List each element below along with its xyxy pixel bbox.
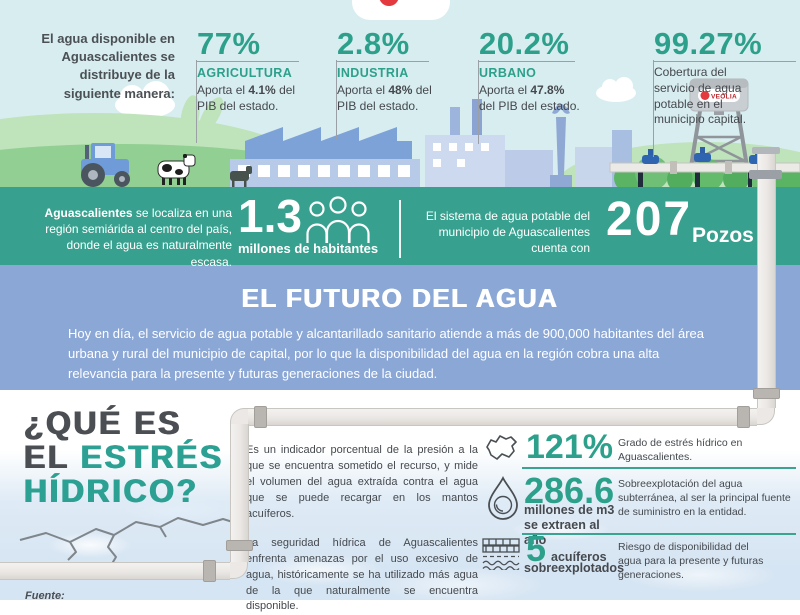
stat-rule — [337, 61, 429, 62]
wells-count-value: 207 — [606, 193, 693, 246]
people-group-icon — [306, 196, 370, 243]
veolia-logo-dot — [700, 91, 710, 100]
valve-icon — [694, 147, 711, 162]
population-value: 1.3 — [238, 190, 302, 242]
stat-agriculture-label: AGRICULTURA — [197, 66, 293, 80]
future-band — [0, 265, 800, 390]
well-pipe-vertical — [757, 150, 776, 408]
aquifer-layers-icon — [482, 538, 520, 570]
location-band-text: Aguascalientes se localiza en una región… — [44, 206, 232, 269]
cow-icon — [157, 154, 196, 185]
stat-industry-value: 2.8% — [337, 26, 410, 61]
pipe-coupling — [226, 540, 253, 551]
aguascalientes-state-outline-icon — [486, 435, 517, 460]
cloud-icon — [115, 81, 175, 118]
future-title: EL FUTURO DEL AGUA — [241, 283, 559, 313]
pipe-coupling — [753, 388, 780, 399]
stat-connector-line — [336, 60, 337, 140]
pipe-vertical-left — [230, 424, 249, 562]
well-pipe-collar — [749, 170, 782, 179]
stress-paragraph-1: Es un indicador porcentual de la presión… — [246, 444, 478, 520]
header-intro-text: El agua disponible en Aguascalientes se … — [41, 31, 175, 101]
stat-rule — [654, 61, 796, 62]
population-label: millones de habitantes — [238, 241, 379, 256]
stat-coverage-desc: Cobertura del servicio de agua potable e… — [654, 65, 747, 127]
factory-building — [230, 127, 420, 187]
goat-silhouette-icon — [230, 166, 252, 187]
stat-agriculture-desc: Aporta el 4.1% del PIB del estado. — [197, 83, 296, 113]
stress-title-line3: HÍDRICO? — [24, 473, 199, 509]
stat-urban-label: URBANO — [479, 66, 537, 80]
extraction-desc: Sobreexplotación del agua subterránea, a… — [618, 478, 791, 519]
stress-title-line1: ¿QUÉ ES — [24, 405, 182, 441]
stat-coverage-value: 99.27% — [654, 26, 763, 61]
aquifer-count-value: 5 — [526, 528, 547, 569]
stat-coverage: 99.27% Cobertura del servicio de agua po… — [654, 27, 796, 128]
wells-count-unit: Pozos — [692, 224, 754, 247]
tractor-icon — [81, 143, 130, 187]
pipe-horizontal-lower — [0, 562, 230, 580]
pipe-elbow — [757, 408, 775, 425]
stat-industry-desc: Aporta el 48% del PIB del estado. — [337, 83, 432, 113]
valve-icon — [642, 149, 659, 164]
water-tower: VEOLIA — [686, 78, 752, 186]
stat-rule — [479, 61, 575, 62]
stat-urban-value: 20.2% — [479, 26, 570, 61]
stress-percent-value: 121% — [526, 428, 613, 466]
band-divider — [399, 200, 401, 258]
stress-paragraph-2: La seguridad hídrica de Aguascalientes e… — [246, 536, 478, 613]
pipe-horizontal-upper — [247, 408, 757, 426]
stat-industry-label: INDUSTRIA — [337, 66, 409, 80]
well-pipe-cap — [752, 147, 780, 154]
pipe-coupling — [737, 406, 750, 428]
veolia-badge — [352, 0, 450, 20]
stress-title-line2: EL ESTRÉS — [24, 439, 224, 475]
pipe-coupling — [203, 560, 216, 582]
stat-industry: 2.8% INDUSTRIA Aporta el 48% del PIB del… — [337, 26, 432, 115]
landscape-illustration: VEOLIA — [0, 77, 800, 190]
stat-connector-line — [653, 60, 654, 157]
stress-section-title: ¿QUÉ ES EL ESTRÉS HÍDRICO? — [24, 406, 224, 508]
veolia-logo-mark — [379, 0, 399, 6]
water-drop-icon — [488, 476, 518, 520]
extraction-sublabel: millones de m3 se extraen al año — [524, 503, 615, 547]
stat-rule — [197, 61, 299, 62]
stat-connector-line — [196, 60, 197, 143]
stat-connector-line — [478, 60, 479, 144]
stat-divider — [522, 533, 796, 535]
source-label: Fuente: — [25, 590, 65, 602]
monument-statue — [550, 104, 572, 187]
stat-divider — [522, 467, 796, 469]
stat-agriculture: 77% AGRICULTURA Aporta el 4.1% del PIB d… — [197, 27, 299, 115]
pipe-coupling — [254, 406, 267, 428]
stress-paragraphs: Es un indicador porcentual de la presión… — [246, 443, 478, 615]
stat-urban-desc: Aporta el 47.8% del PIB del estado. — [479, 83, 580, 113]
future-body-text: Hoy en día, el servicio de agua potable … — [68, 326, 704, 382]
aquifer-desc: Riesgo de disponibilidad del agua para l… — [618, 541, 764, 582]
veolia-brand-text: VEOLIA — [711, 94, 737, 101]
stat-agriculture-value: 77% — [197, 26, 261, 61]
stress-percent-desc: Grado de estrés hídrico en Aguascaliente… — [618, 437, 743, 464]
stat-urban: 20.2% URBANO Aporta el 47.8% del PIB del… — [479, 26, 580, 115]
aquifer-count-inline-label: acuíferos — [551, 550, 607, 564]
pipe-elbow — [230, 408, 248, 425]
water-system-text: El sistema de agua potable del municipio… — [425, 209, 590, 256]
city-skyline — [425, 99, 632, 187]
aquifer-sublabel: sobreexplotados — [524, 561, 625, 575]
aquifer-stat-row: 5 acuíferos — [526, 528, 607, 569]
cloud-icon — [596, 77, 636, 102]
extraction-value: 286.6 — [524, 470, 615, 511]
